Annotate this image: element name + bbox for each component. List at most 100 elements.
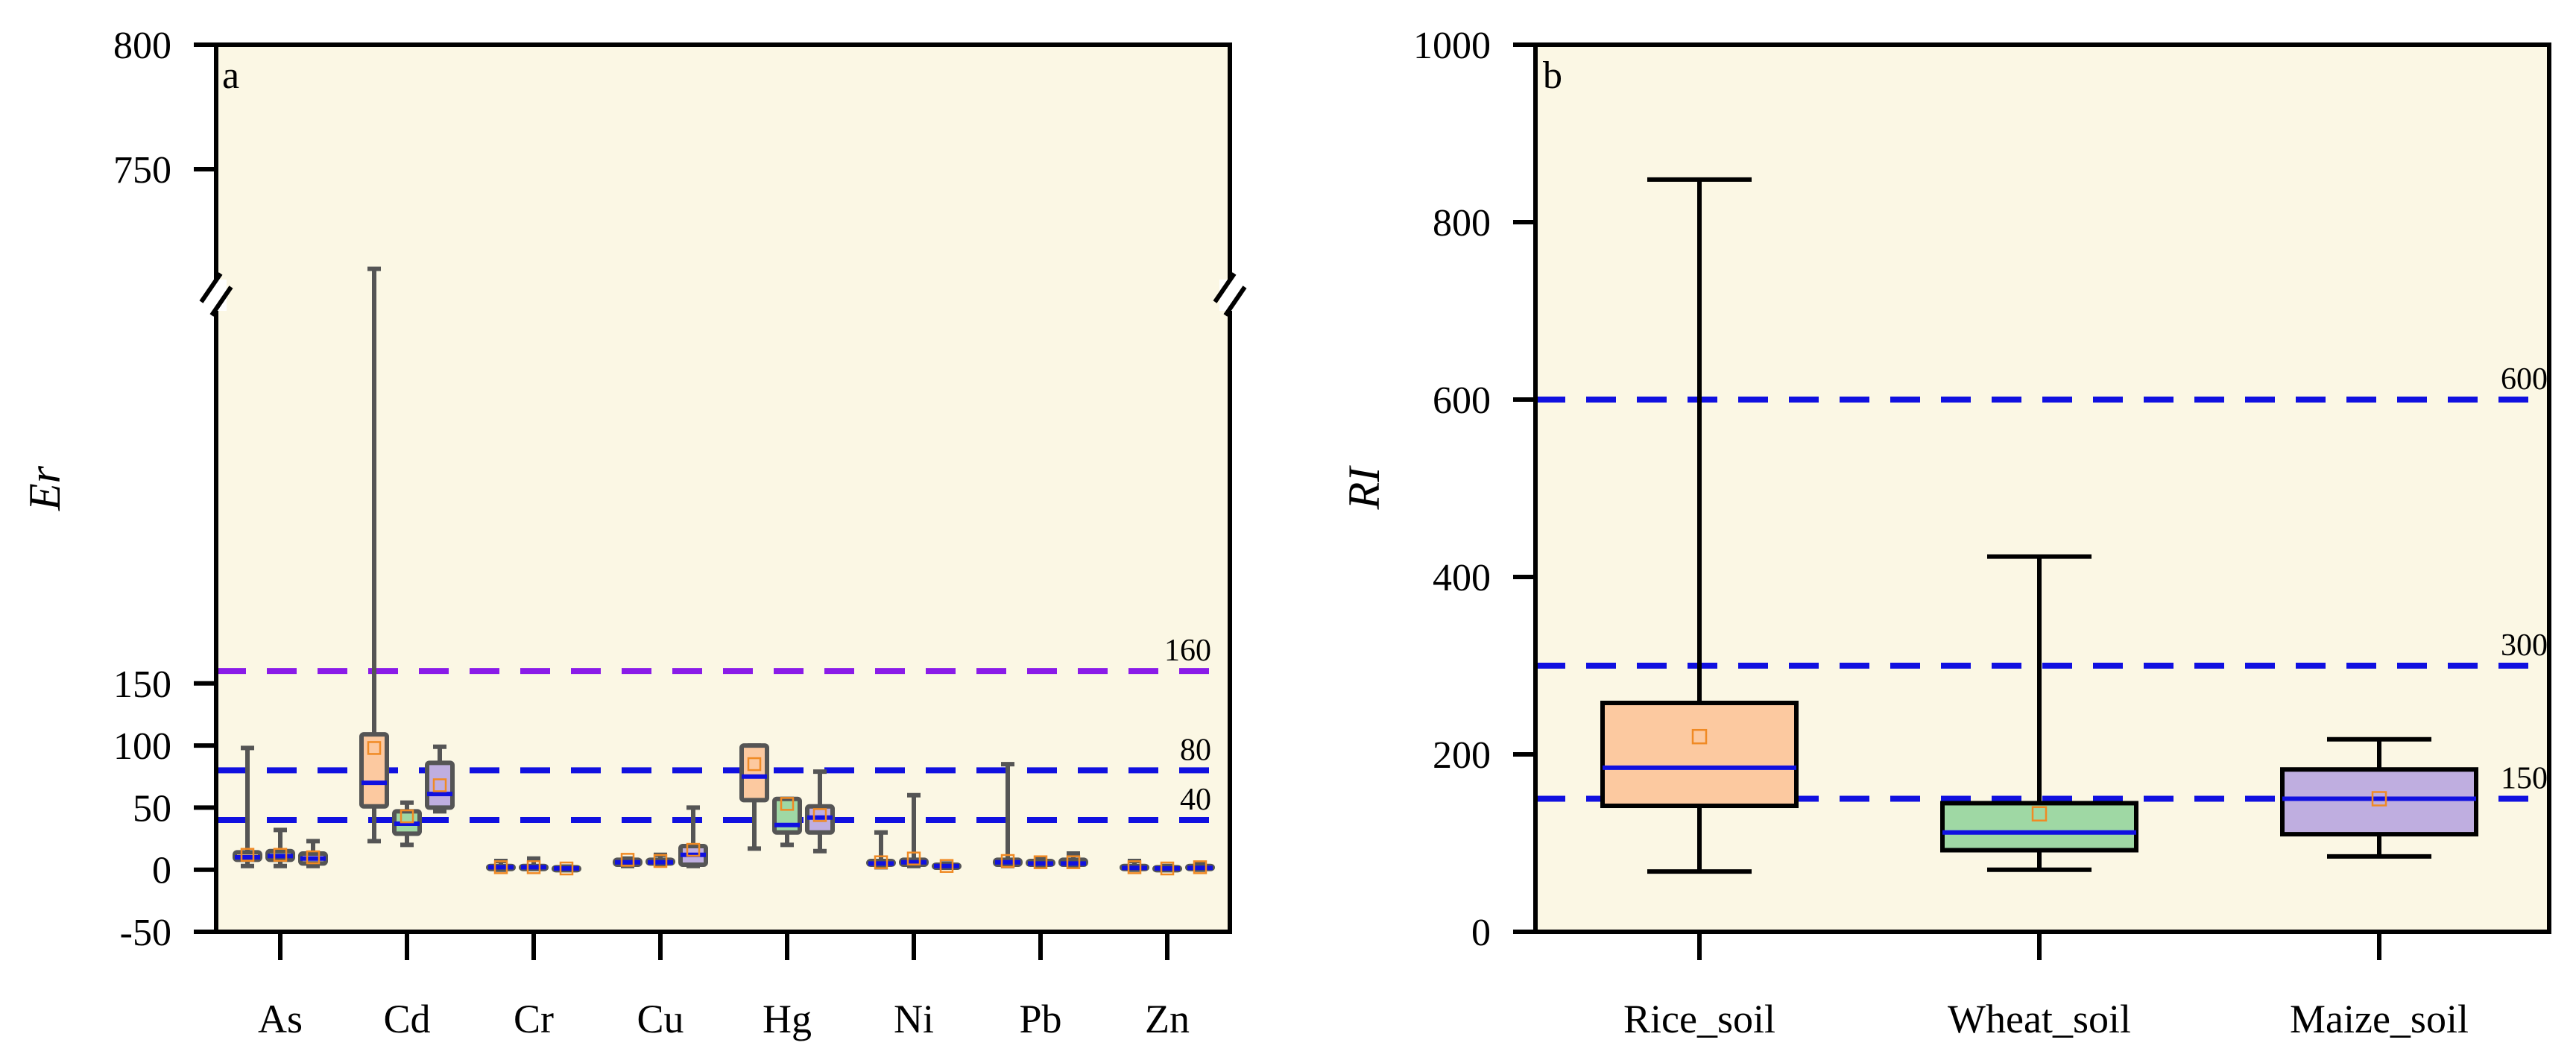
reference-line-label-80: 80 (1180, 733, 1211, 767)
x-tick-label-maize-soil: Maize_soil (2290, 997, 2469, 1041)
mean-marker (240, 848, 255, 862)
box-rice-soil (1600, 177, 1799, 874)
panel-a-axes: -50 0 50 100 150 750 800 As Cd Cr Cu Hg Ni Pb Zn (113, 25, 1247, 1041)
mean-marker (620, 853, 635, 867)
panel-a-label: a (222, 54, 239, 97)
panel-b-boxes (1600, 177, 2478, 874)
mean-marker (939, 859, 954, 873)
mean-marker (559, 861, 574, 876)
panel-a-boxes (233, 266, 1215, 876)
mean-marker (812, 808, 827, 822)
box-cu-maize-soil (678, 805, 708, 868)
box-cd-maize-soil (425, 744, 455, 814)
mean-marker (1066, 855, 1081, 869)
x-tick-label-pb: Pb (1019, 997, 1061, 1041)
box-ni-maize-soil (932, 859, 962, 873)
mean-marker (686, 842, 701, 857)
box-cd-wheat-soil (392, 800, 422, 848)
axis-break-mark (199, 272, 223, 303)
panel-b-y-axis-title: RI (1339, 465, 1389, 511)
mean-marker (1193, 860, 1208, 874)
y-tick-label-150: 150 (113, 663, 171, 706)
mean-marker (906, 851, 921, 865)
box-cr-maize-soil (552, 861, 581, 876)
panel-b-label: b (1543, 54, 1562, 97)
y-tick-label-750: 750 (113, 149, 171, 192)
box-wheat-soil (1940, 554, 2138, 872)
axis-break-mark (209, 286, 233, 317)
panel-a-frame (214, 42, 1232, 934)
box-pb-wheat-soil (1026, 855, 1055, 869)
panel-b-frame (1533, 42, 2551, 934)
x-tick-label-ni: Ni (894, 997, 934, 1041)
box-pb-rice-soil (993, 762, 1023, 868)
panel-a-chart: 160 80 40 -50 0 50 100 150 750 800 As Cd Cr Cu Hg Ni Pb… (20, 25, 1247, 1041)
y-tick-label-100: 100 (113, 725, 171, 768)
box-as-maize-soil (298, 839, 328, 868)
axis-break-mark (1223, 286, 1247, 317)
y-tick-label-0: 0 (1471, 912, 1491, 954)
x-tick-label-cd: Cd (383, 997, 430, 1041)
x-tick-label-cu: Cu (637, 997, 684, 1041)
y-tick-label-0: 0 (152, 850, 171, 892)
x-tick-label-rice-soil: Rice_soil (1623, 997, 1775, 1041)
box-ni-rice-soil (866, 830, 896, 870)
panel-b-chart: 600 300 150 0 200 400 600 800 1000 Rice_soil Whea… (1339, 25, 2551, 1041)
mean-marker (747, 757, 762, 772)
box-zn-maize-soil (1185, 860, 1215, 874)
mean-marker (273, 848, 288, 862)
mean-marker (2371, 791, 2387, 807)
box-iqr (739, 743, 769, 803)
mean-marker (653, 854, 668, 868)
mean-marker (493, 860, 508, 874)
box-iqr (359, 732, 389, 809)
mean-marker (1691, 728, 1708, 745)
mean-marker (2031, 806, 2048, 821)
box-hg-maize-soil (805, 769, 835, 854)
y-tick-label-400: 400 (1433, 557, 1491, 599)
box-cr-wheat-soil (519, 856, 549, 874)
mean-marker (1000, 854, 1015, 868)
mean-marker (526, 860, 541, 874)
box-as-rice-soil (233, 745, 262, 868)
mean-marker (400, 809, 414, 824)
y-tick-label-800: 800 (1433, 202, 1491, 245)
x-tick-label-cr: Cr (514, 997, 554, 1041)
y-tick-label-200: 200 (1433, 734, 1491, 777)
panel-b-axes: 0 200 400 600 800 1000 Rice_soil Wheat_soil Maiz… (1413, 25, 2469, 1041)
x-tick-label-hg: Hg (763, 997, 812, 1041)
box-iqr (425, 760, 455, 810)
mean-marker (1127, 860, 1142, 874)
box-cu-rice-soil (613, 853, 643, 868)
box-iqr (1940, 801, 2138, 853)
y-tick-label-600: 600 (1433, 379, 1491, 422)
mean-marker (1033, 855, 1048, 869)
mean-marker (1160, 861, 1175, 876)
box-maize-soil (2280, 736, 2478, 859)
reference-line-label-300: 300 (2501, 628, 2548, 663)
x-tick-label-wheat-soil: Wheat_soil (1948, 997, 2131, 1041)
x-tick-label-zn: Zn (1145, 997, 1190, 1041)
box-cd-rice-soil (359, 266, 389, 844)
reference-line-label-160: 160 (1164, 634, 1211, 668)
mean-marker (780, 797, 795, 811)
mean-marker (432, 778, 447, 792)
mean-marker (306, 850, 321, 865)
mean-marker (874, 855, 888, 869)
reference-line-label-150: 150 (2501, 762, 2548, 796)
box-iqr (772, 796, 802, 835)
mean-marker (367, 741, 382, 755)
reference-line-label-600: 600 (2501, 362, 2548, 397)
box-hg-rice-soil (739, 743, 769, 851)
axis-break-mark (1213, 272, 1237, 303)
box-hg-wheat-soil (772, 796, 802, 848)
box-iqr (2280, 767, 2478, 837)
reference-line-label-40: 40 (1180, 783, 1211, 817)
box-zn-rice-soil (1120, 859, 1149, 874)
y-tick-label--50: -50 (120, 912, 171, 954)
box-pb-maize-soil (1058, 851, 1088, 869)
box-cu-wheat-soil (645, 852, 675, 868)
panel-a-y-axis-title: Er (20, 465, 69, 511)
x-tick-label-as: As (258, 997, 303, 1041)
y-tick-label-50: 50 (133, 787, 171, 830)
